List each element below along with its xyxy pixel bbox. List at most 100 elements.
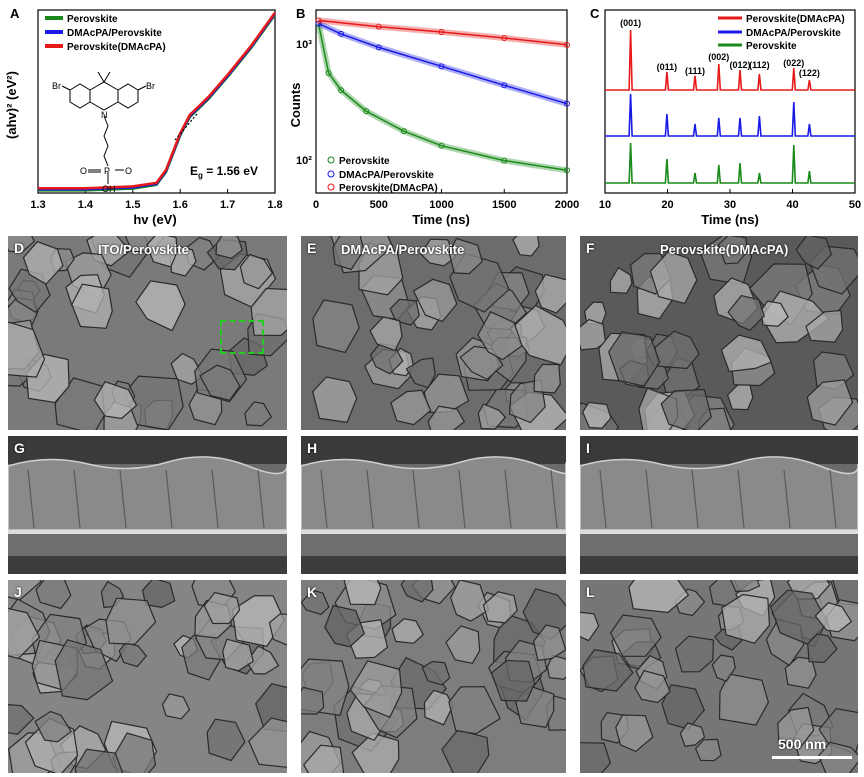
sem-grain xyxy=(8,607,41,660)
highlight-box xyxy=(220,320,264,354)
sem-grain xyxy=(805,309,844,343)
sem-grain xyxy=(8,321,46,378)
molecule-br-bond-left xyxy=(61,85,71,91)
sem-grain-boundary xyxy=(829,469,837,529)
sem-grain-texture xyxy=(580,580,858,773)
sem-grain xyxy=(391,618,424,644)
panel-a-x-tick-label: 1.8 xyxy=(267,199,282,211)
panel-letter-l: L xyxy=(586,584,595,600)
sem-grain-boundary xyxy=(691,469,699,529)
sem-grain xyxy=(448,686,501,735)
sem-grain xyxy=(674,635,715,673)
sem-grain xyxy=(118,642,147,668)
panel-c-peak-label: (111) xyxy=(685,66,705,76)
dmacpa-molecule-structure xyxy=(61,71,147,184)
sem-grain xyxy=(203,591,241,625)
panel-b-x-tick-label: 2000 xyxy=(555,199,579,211)
panel-b-data-point xyxy=(363,108,370,115)
panel-b-data-point xyxy=(438,63,445,70)
panel-b-x-tick-label: 500 xyxy=(370,199,388,211)
sem-cross-section-texture xyxy=(580,436,858,574)
sem-ito-layer xyxy=(580,530,858,534)
sem-grain xyxy=(609,266,633,294)
chart-panels: A 1.3 1.4 1.5 1.6 1.7 1.8 hv (eV) (ahv)² (eV²… xyxy=(4,6,861,227)
panel-a-x-tick-label: 1.3 xyxy=(30,199,45,211)
sem-grain xyxy=(400,580,434,603)
legend-b-perovskite: Perovskite xyxy=(339,156,390,167)
legend-a-perovskite-dmacpa: Perovskite(DMAcPA) xyxy=(67,42,166,53)
sem-grain xyxy=(795,236,832,270)
sem-grain xyxy=(777,706,815,750)
sem-grain xyxy=(727,294,765,332)
sem-grain xyxy=(580,611,600,642)
sem-grain xyxy=(312,376,358,423)
sem-top-view-e: E DMAcPA/Perovskite xyxy=(301,236,566,430)
sem-glass-layer xyxy=(301,556,566,574)
sem-grain xyxy=(301,686,325,715)
legend-c-perovskite-dmacpa: Perovskite(DMAcPA) xyxy=(746,14,845,25)
panel-b-data-point xyxy=(338,87,345,94)
sem-grain xyxy=(351,732,400,773)
panel-b-x-tick-label: 1500 xyxy=(492,199,516,211)
sem-grain-boundary xyxy=(550,469,558,529)
sem-grain xyxy=(628,580,690,614)
sem-grain xyxy=(512,236,540,257)
scale-bar-label: 500 nm xyxy=(778,736,827,752)
sem-grain-boundary xyxy=(645,469,653,529)
sem-grain xyxy=(105,597,157,645)
panel-a-x-tick-label: 1.7 xyxy=(220,199,235,211)
sem-grain xyxy=(423,689,454,726)
sem-grain xyxy=(718,673,770,726)
sem-grain xyxy=(369,316,403,352)
sem-grain xyxy=(135,280,186,332)
molecule-label-br-left: Br xyxy=(52,81,61,91)
sem-grain xyxy=(412,278,458,323)
panel-c-peak-label: (001) xyxy=(620,18,641,28)
sem-grain-texture xyxy=(580,236,858,430)
sem-grain xyxy=(832,580,858,606)
molecule-right-ring xyxy=(117,83,139,109)
sem-grain xyxy=(244,401,273,427)
sem-grain xyxy=(445,625,481,664)
sem-perovskite-layer xyxy=(580,456,858,531)
panel-a-tangent-line xyxy=(174,113,198,141)
sem-grain xyxy=(449,580,490,622)
panel-a-curve-1 xyxy=(38,12,277,191)
sem-grain xyxy=(582,401,612,429)
sem-grain-boundary xyxy=(119,469,127,529)
molecule-label-oh: OH xyxy=(102,184,116,194)
sem-grain xyxy=(660,388,712,430)
sem-grain xyxy=(721,593,771,644)
panel-a-legend: Perovskite DMAcPA/Perovskite Perovskite(… xyxy=(45,14,166,53)
panel-b-data-point xyxy=(325,70,332,77)
legend-b-perovskite-dmacpa: Perovskite(DMAcPA) xyxy=(339,183,438,194)
panel-b-x-tick-label: 0 xyxy=(313,199,319,211)
sem-grain xyxy=(421,660,451,686)
sem-grain xyxy=(419,238,457,267)
panel-c-peak-labels: (001) (011) (111)(002)(012)(112) (022)(122) xyxy=(620,18,820,78)
sem-grain-boundary xyxy=(366,469,374,529)
sem-grain-boundary xyxy=(599,469,607,529)
sem-cross-section-i: I xyxy=(580,436,858,574)
panel-b-data-point xyxy=(564,41,570,48)
sem-bottom-view-k: K xyxy=(301,580,566,773)
panel-b-legend: Perovskite DMAcPA/Perovskite Perovskite(… xyxy=(327,156,438,194)
legend-b-swatch-perovskite-dmacpa xyxy=(327,183,335,191)
scale-bar xyxy=(772,756,852,759)
sem-grain xyxy=(533,363,561,394)
panel-b-xlabel: Time (ns) xyxy=(412,212,470,227)
sem-grain xyxy=(268,613,287,646)
sem-grain xyxy=(389,298,420,326)
panel-c-xrd-patterns xyxy=(605,29,855,184)
sem-grain xyxy=(93,380,138,420)
panel-a-x-tick-label: 1.4 xyxy=(78,199,94,211)
sem-grain-boundary xyxy=(458,469,466,529)
molecule-methyl-2 xyxy=(103,71,111,83)
sem-grain-texture xyxy=(8,580,287,773)
sem-grain xyxy=(711,654,736,683)
panel-d-title: ITO/Perovskite xyxy=(98,242,189,257)
sem-grain xyxy=(71,283,113,329)
molecule-label-o-right: O xyxy=(125,166,132,176)
sem-grain xyxy=(532,624,566,661)
panel-a-xlabel: hv (eV) xyxy=(133,212,176,227)
